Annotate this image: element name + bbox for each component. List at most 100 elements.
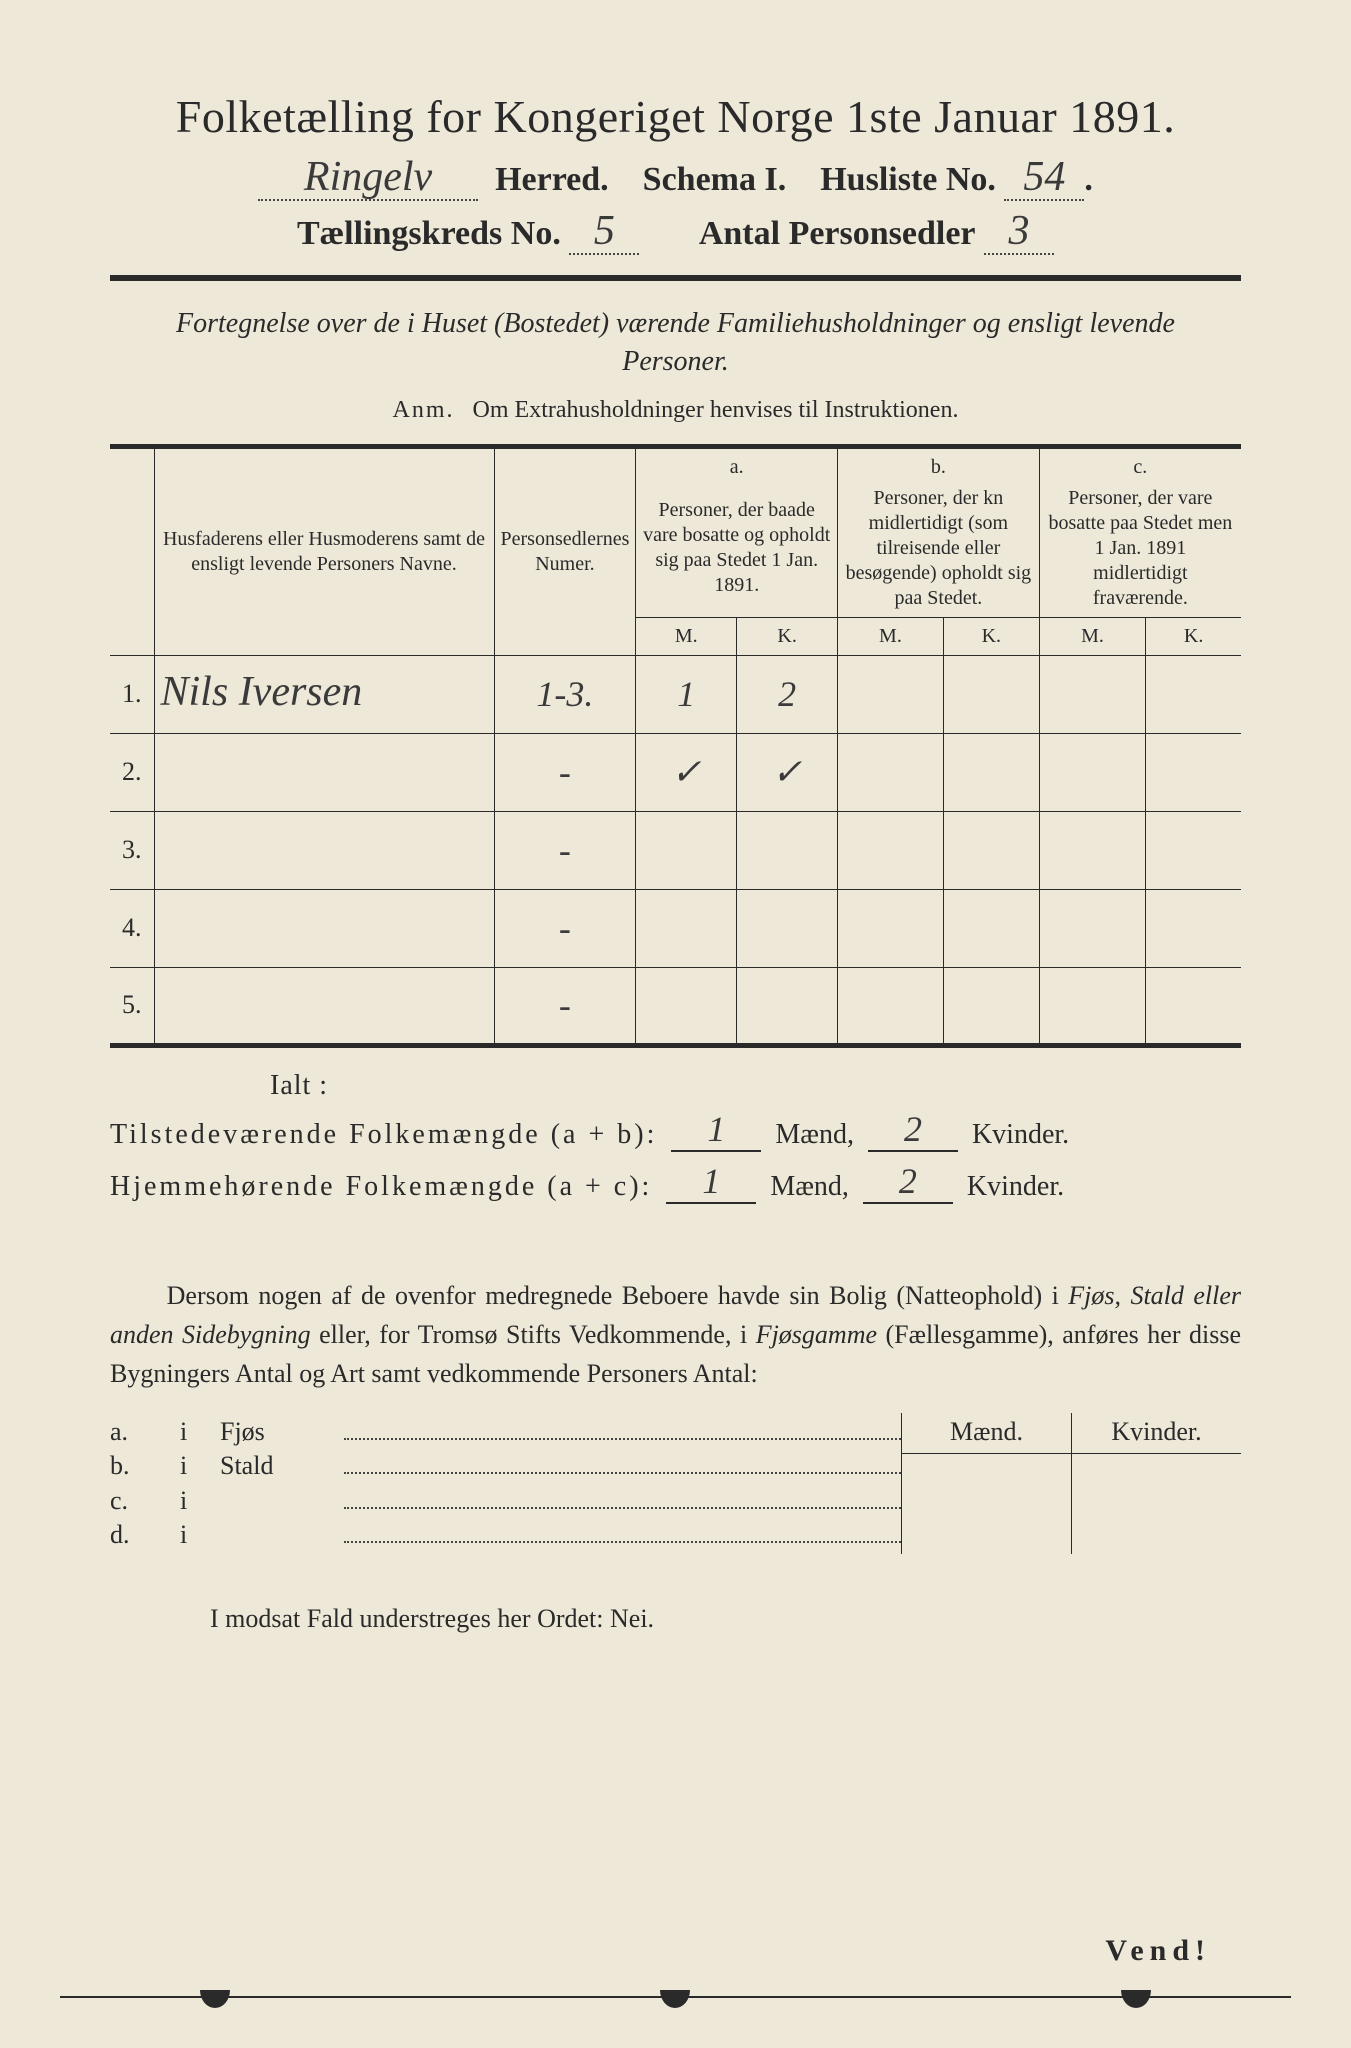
table-cell — [1039, 967, 1146, 1045]
maend-label: Mænd, — [775, 1119, 854, 1150]
antal-value: 3 — [1009, 208, 1030, 254]
sb-i: i — [180, 1486, 220, 1516]
kreds-value: 5 — [594, 208, 615, 254]
table-cell: 1 — [636, 655, 737, 733]
table-cell — [1146, 967, 1241, 1045]
sum1-label: Tilstedeværende Folkemængde (a + b): — [110, 1119, 657, 1150]
sb-type: Fjøs — [220, 1417, 340, 1447]
sidebuild-row: c.i — [110, 1485, 901, 1515]
table-cell — [943, 811, 1039, 889]
table-cell: 1-3. — [494, 655, 636, 733]
sum1-k-field: 2 — [868, 1108, 958, 1152]
maend-label2: Mænd, — [770, 1171, 849, 1202]
divider-rule — [110, 275, 1241, 281]
col-a-text: Personer, der baade vare bosatte og opho… — [636, 480, 838, 618]
antal-label: Antal Personsedler — [699, 215, 976, 252]
table-cell — [943, 967, 1039, 1045]
sb-i: i — [180, 1451, 220, 1481]
sidebuilding-list: a.iFjøsb.iStaldc.id.i — [110, 1413, 901, 1555]
table-row: 5. - — [110, 967, 1241, 1045]
dotted-line — [344, 1451, 901, 1474]
table-cell — [1146, 655, 1241, 733]
table-cell: 5. — [110, 967, 154, 1045]
sidebuild-row: b.iStald — [110, 1451, 901, 1481]
table-cell — [1039, 811, 1146, 889]
col-b-label: b. — [838, 446, 1040, 480]
kreds-label: Tællingskreds No. — [297, 215, 561, 252]
table-cell: ✓ — [737, 733, 838, 811]
table-cell — [838, 811, 944, 889]
table-cell: 1. — [110, 655, 154, 733]
table-cell — [838, 889, 944, 967]
table-row: 4.- — [110, 889, 1241, 967]
herred-label: Herred. — [495, 161, 609, 198]
sum-line-1: Tilstedeværende Folkemængde (a + b): 1 M… — [110, 1110, 1241, 1154]
herred-value: Ringelv — [304, 154, 432, 200]
sidebuilding-block: a.iFjøsb.iStaldc.id.i Mænd. Kvinder. — [110, 1413, 1241, 1555]
col-a-k: K. — [737, 617, 838, 655]
sb-maend-col: Mænd. — [902, 1413, 1072, 1555]
col-b-m: M. — [838, 617, 944, 655]
table-cell — [1039, 733, 1146, 811]
anm-text: Om Extrahusholdninger henvises til Instr… — [473, 397, 959, 423]
schema-label: Schema I. — [643, 161, 787, 198]
sb-letter: c. — [110, 1486, 180, 1516]
sum2-k-field: 2 — [863, 1160, 953, 1204]
husliste-field: 54 — [1004, 161, 1084, 201]
table-cell — [636, 889, 737, 967]
sidebuild-row: a.iFjøs — [110, 1417, 901, 1447]
table-cell: Nils Iversen — [154, 655, 494, 733]
census-form-page: Folketælling for Kongeriget Norge 1ste J… — [0, 0, 1351, 2048]
sidebuilding-counts: Mænd. Kvinder. — [901, 1413, 1241, 1555]
herred-field: Ringelv — [258, 161, 478, 201]
modsat-line: I modsat Fald understreges her Ordet: Ne… — [210, 1604, 1241, 1634]
table-cell — [943, 655, 1039, 733]
kvinder-label2: Kvinder. — [967, 1171, 1064, 1202]
table-cell — [1039, 889, 1146, 967]
table-cell — [154, 733, 494, 811]
table-cell — [154, 889, 494, 967]
sb-i: i — [180, 1417, 220, 1447]
husliste-label: Husliste No. — [820, 161, 996, 198]
ialt-label: Ialt : — [270, 1070, 1241, 1102]
binding-notch — [200, 1990, 230, 2008]
table-cell: 3. — [110, 811, 154, 889]
sb-i: i — [180, 1520, 220, 1550]
table-cell — [636, 811, 737, 889]
table-cell — [737, 967, 838, 1045]
col-a-m: M. — [636, 617, 737, 655]
header-line-2: Tællingskreds No. 5 Antal Personsedler 3 — [110, 215, 1241, 255]
table-cell — [1146, 733, 1241, 811]
table-cell: 4. — [110, 889, 154, 967]
sb-type: Stald — [220, 1451, 340, 1481]
col-c-k: K. — [1146, 617, 1241, 655]
table-cell — [1039, 655, 1146, 733]
table-cell — [838, 655, 944, 733]
sum2-k: 2 — [899, 1161, 917, 1201]
col-c-text: Personer, der vare bosatte paa Stedet me… — [1039, 480, 1241, 618]
sb-letter: a. — [110, 1417, 180, 1447]
binding-notch — [1121, 1990, 1151, 2008]
table-cell — [1146, 889, 1241, 967]
table-cell: ✓ — [636, 733, 737, 811]
table-cell: - — [494, 733, 636, 811]
sb-letter: b. — [110, 1451, 180, 1481]
header-line-1: Ringelv Herred. Schema I. Husliste No. 5… — [110, 161, 1241, 201]
table-cell — [737, 811, 838, 889]
sidebuilding-paragraph: Dersom nogen af de ovenfor medregnede Be… — [110, 1276, 1241, 1393]
husliste-value: 54 — [1023, 154, 1065, 200]
table-cell — [636, 967, 737, 1045]
sb-maend-label: Mænd. — [902, 1417, 1071, 1454]
table-cell — [838, 967, 944, 1045]
sum1-k: 2 — [904, 1109, 922, 1149]
table-cell: 2. — [110, 733, 154, 811]
binding-notch — [660, 1990, 690, 2008]
col-c-label: c. — [1039, 446, 1241, 480]
sb-kvinder-label: Kvinder. — [1072, 1417, 1241, 1454]
anm-line: Anm. Om Extrahusholdninger henvises til … — [110, 397, 1241, 424]
table-row: 1.Nils Iversen1-3.12 — [110, 655, 1241, 733]
antal-field: 3 — [984, 215, 1054, 255]
table-cell: - — [494, 967, 636, 1045]
sum2-m: 1 — [702, 1161, 720, 1201]
table-cell — [943, 733, 1039, 811]
